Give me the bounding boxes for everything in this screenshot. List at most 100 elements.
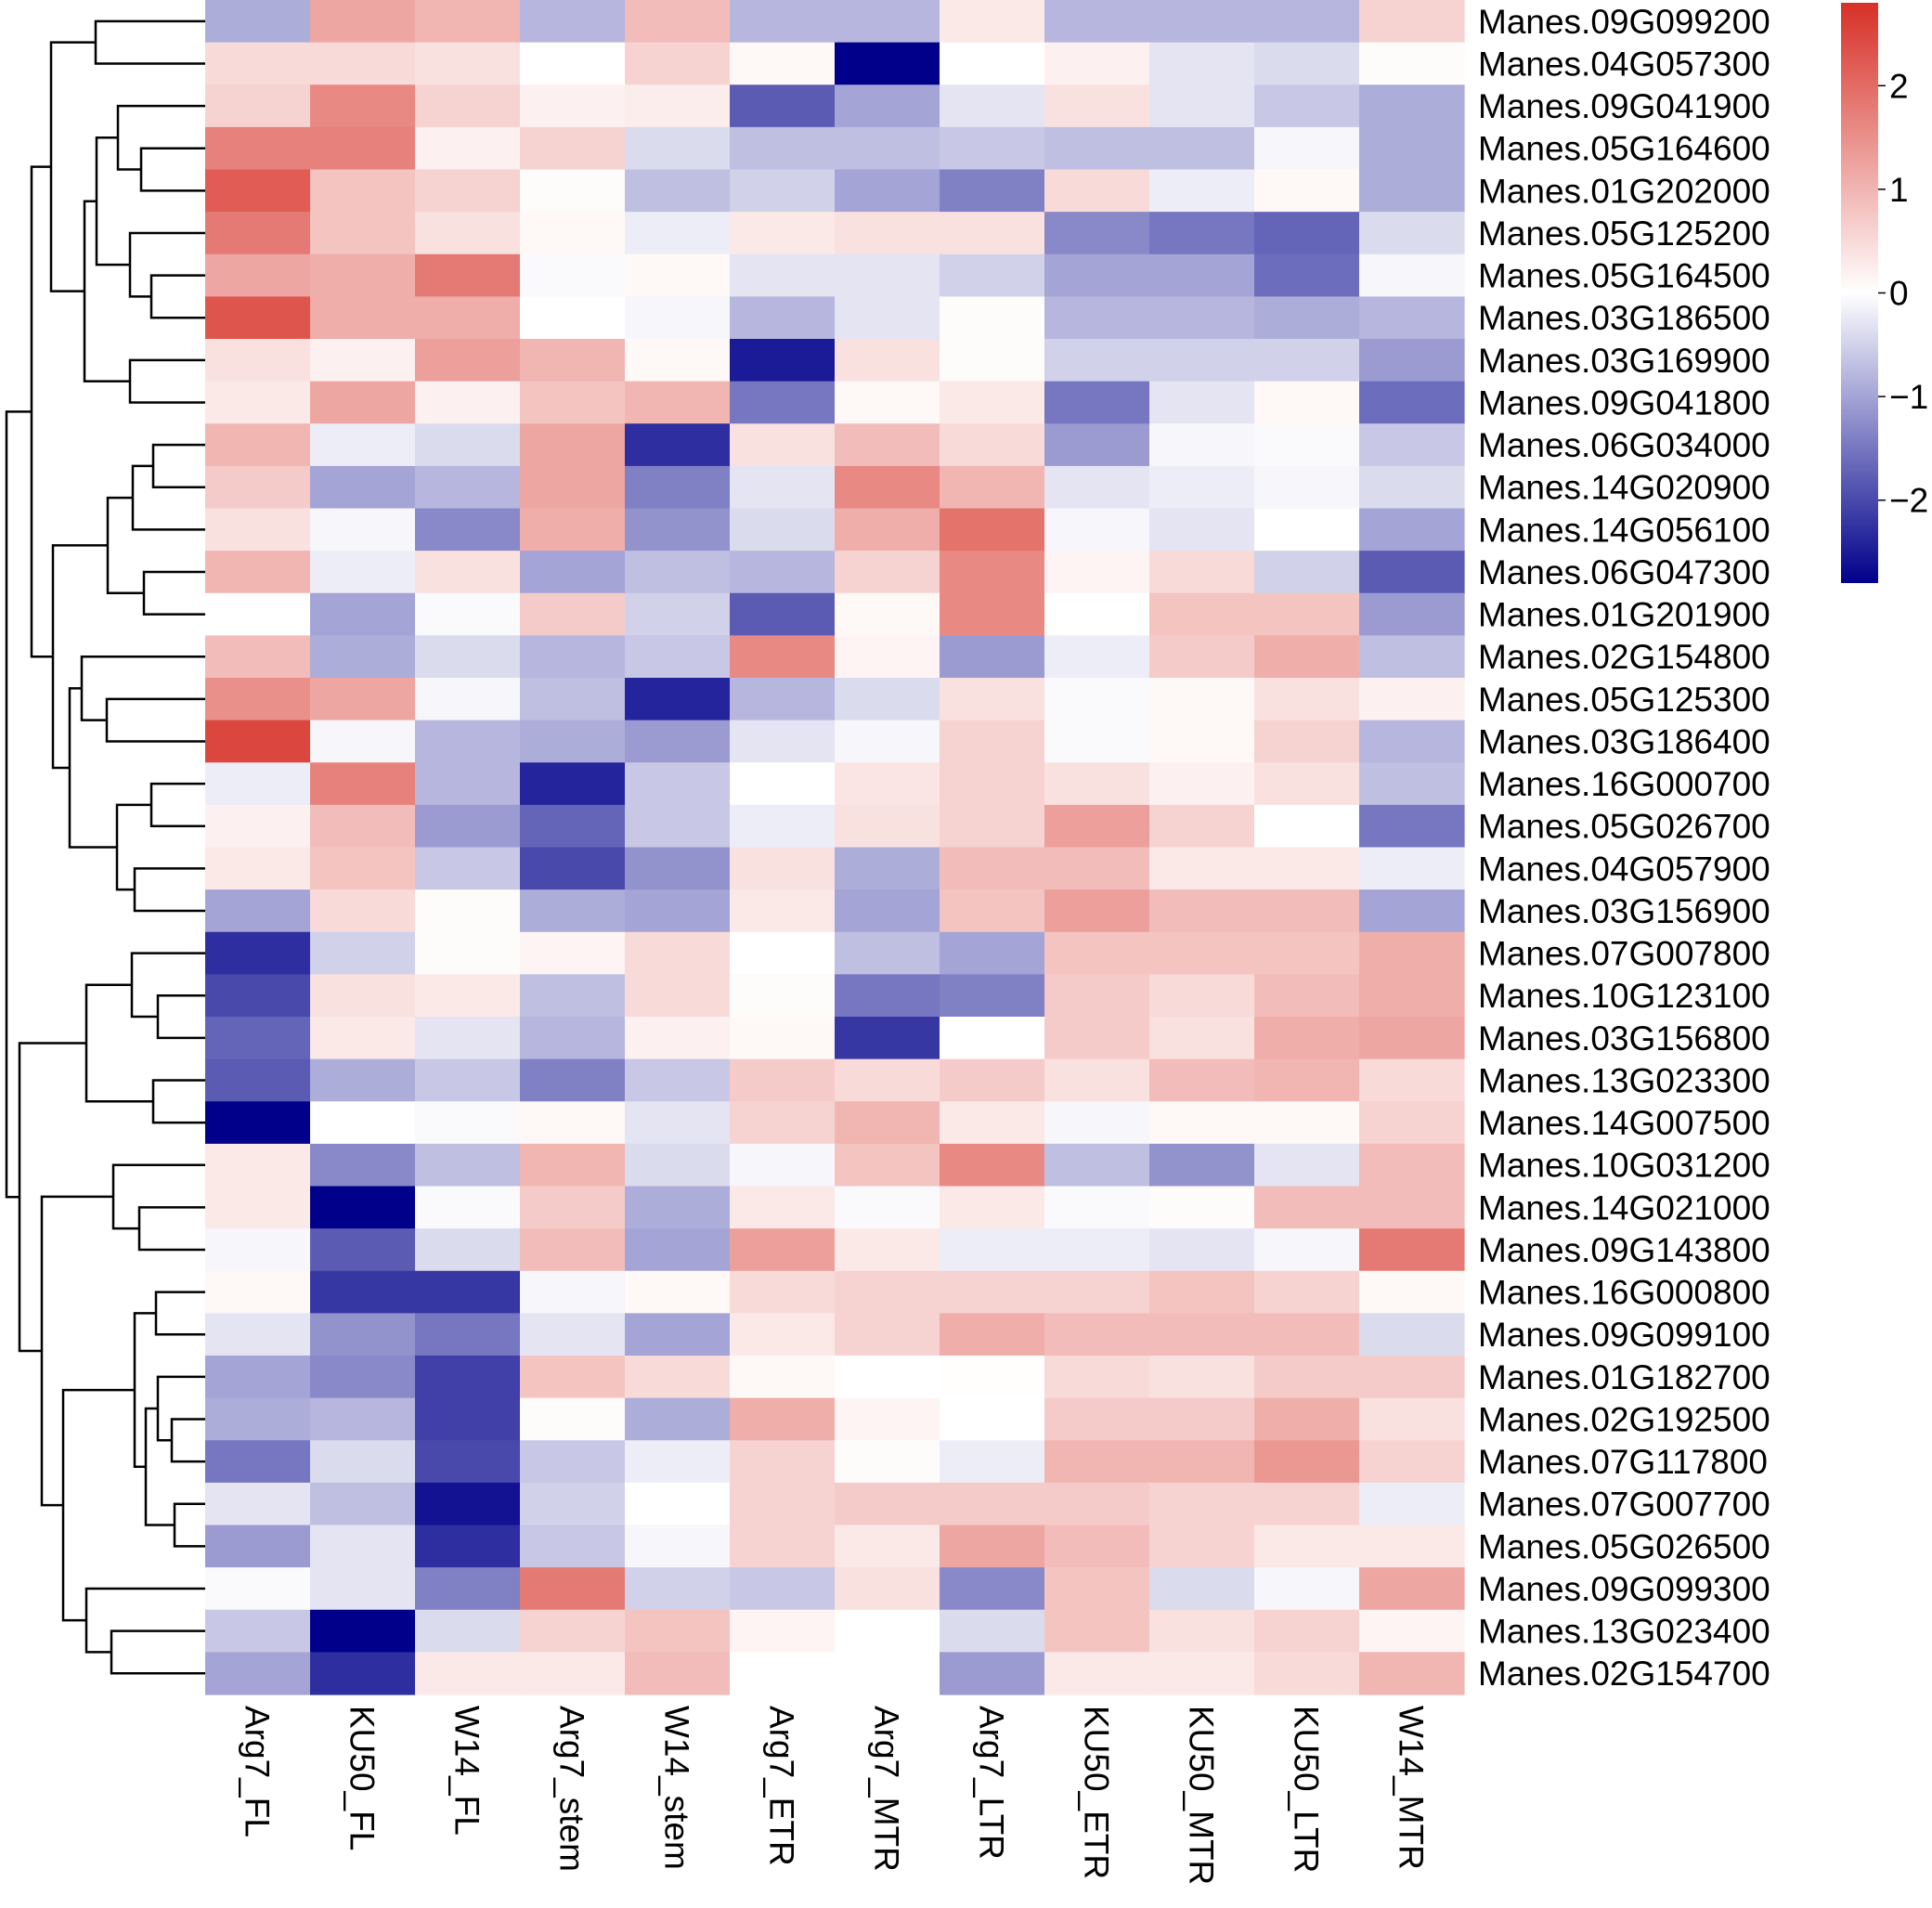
heatmap-cell xyxy=(205,720,311,763)
row-label: Manes.04G057300 xyxy=(1478,45,1770,83)
heatmap-cell xyxy=(415,974,521,1018)
heatmap-cell xyxy=(415,1017,521,1060)
heatmap-cell xyxy=(730,169,836,213)
dendrogram-branch xyxy=(80,655,205,721)
heatmap-cell xyxy=(1149,1228,1255,1272)
heatmap-cell xyxy=(520,1356,626,1399)
heatmap-cell xyxy=(1359,1482,1465,1526)
heatmap-cell xyxy=(1044,1228,1150,1272)
heatmap-cell xyxy=(310,847,416,890)
heatmap-cell xyxy=(520,1397,626,1441)
heatmap-cell xyxy=(730,212,836,255)
heatmap-cell xyxy=(1359,508,1465,552)
heatmap-cell xyxy=(940,551,1045,594)
dendrogram-branch xyxy=(142,570,205,616)
heatmap-cell xyxy=(1359,931,1465,975)
heatmap-cell xyxy=(205,1652,311,1695)
heatmap-cell xyxy=(1044,1270,1150,1314)
heatmap-cell xyxy=(1254,1228,1360,1272)
heatmap-cell xyxy=(310,1143,416,1188)
heatmap-cell xyxy=(205,1313,311,1356)
heatmap-cell xyxy=(1044,974,1150,1018)
heatmap-cell xyxy=(1359,296,1465,340)
heatmap-cell xyxy=(520,889,626,933)
heatmap-cell xyxy=(205,508,311,552)
heatmap-cell xyxy=(205,465,311,510)
heatmap-cell xyxy=(415,508,521,552)
dendrogram-branch xyxy=(130,952,205,1019)
heatmap-cell xyxy=(730,1270,836,1314)
heatmap-cell xyxy=(835,762,940,806)
heatmap-cell xyxy=(520,423,626,467)
heatmap-cell xyxy=(1044,1397,1150,1441)
heatmap-cell xyxy=(1359,551,1465,594)
column-label: KU50_FL xyxy=(344,1706,382,1850)
row-label: Manes.14G007500 xyxy=(1478,1104,1770,1142)
dendrogram-branch xyxy=(149,274,205,319)
heatmap-cell xyxy=(1149,0,1255,44)
heatmap-cell xyxy=(835,1313,940,1356)
heatmap-cell xyxy=(1044,678,1150,721)
heatmap-cell xyxy=(520,339,626,383)
heatmap-cell xyxy=(1149,1017,1255,1060)
row-label: Manes.03G156800 xyxy=(1478,1019,1770,1058)
heatmap-cell xyxy=(205,169,311,213)
heatmap-cell xyxy=(205,931,311,975)
heatmap-cell xyxy=(1254,339,1360,383)
dendrogram-branch xyxy=(95,136,130,266)
heatmap-cell xyxy=(310,1270,416,1314)
heatmap-cell xyxy=(835,0,940,44)
heatmap-cell xyxy=(310,212,416,255)
row-label: Manes.07G007700 xyxy=(1478,1486,1770,1524)
heatmap-cell xyxy=(1044,126,1150,171)
heatmap-cell xyxy=(730,974,836,1018)
heatmap-cell xyxy=(205,804,311,849)
heatmap-cell xyxy=(625,1525,731,1568)
heatmap-cell xyxy=(1044,253,1150,297)
heatmap-cell xyxy=(1359,1186,1465,1229)
heatmap-cell xyxy=(1254,551,1360,594)
heatmap-cell xyxy=(1149,169,1255,213)
heatmap-cell xyxy=(940,1525,1045,1568)
heatmap-cell xyxy=(310,1228,416,1272)
row-label: Manes.07G117800 xyxy=(1478,1443,1768,1481)
heatmap-cell xyxy=(1359,1525,1465,1568)
heatmap-cell xyxy=(625,381,731,424)
heatmap-cell xyxy=(1254,381,1360,424)
row-label: Manes.05G164600 xyxy=(1478,130,1770,168)
heatmap-cell xyxy=(310,1186,416,1229)
heatmap-cell xyxy=(520,592,626,636)
row-label: Manes.16G000700 xyxy=(1478,765,1770,803)
row-label: Manes.09G099200 xyxy=(1478,3,1770,41)
heatmap-cell xyxy=(835,296,940,340)
heatmap-cell xyxy=(1359,1270,1465,1314)
heatmap-cell xyxy=(1359,678,1465,721)
row-label: Manes.09G099300 xyxy=(1478,1570,1770,1608)
heatmap-cell xyxy=(1254,126,1360,171)
heatmap-cell xyxy=(1044,1017,1150,1060)
dendrogram-branch xyxy=(106,496,144,594)
heatmap-cell xyxy=(1254,804,1360,849)
dendrogram-branch xyxy=(170,1418,205,1463)
heatmap-cell xyxy=(625,508,731,552)
heatmap-cell xyxy=(835,889,940,933)
heatmap-cell xyxy=(1044,1609,1150,1653)
heatmap-cell xyxy=(730,42,836,85)
heatmap-cell xyxy=(835,804,940,849)
heatmap-cell xyxy=(520,0,626,44)
heatmap-cell xyxy=(1359,804,1465,849)
heatmap-cell xyxy=(835,931,940,975)
dendrogram-branch xyxy=(173,1502,205,1548)
heatmap-cell xyxy=(1149,1397,1255,1441)
heatmap-cell xyxy=(940,339,1045,383)
heatmap-cell xyxy=(310,1482,416,1526)
heatmap-cell xyxy=(625,678,731,721)
row-label: Manes.09G099100 xyxy=(1478,1316,1770,1354)
heatmap-cell xyxy=(730,381,836,424)
heatmap-cell xyxy=(1149,1482,1255,1526)
dendrogram-branch xyxy=(110,1629,205,1675)
heatmap-cell xyxy=(940,974,1045,1018)
heatmap-cell xyxy=(1359,1609,1465,1653)
heatmap-cell xyxy=(205,1356,311,1399)
heatmap-cell xyxy=(1044,1101,1150,1145)
